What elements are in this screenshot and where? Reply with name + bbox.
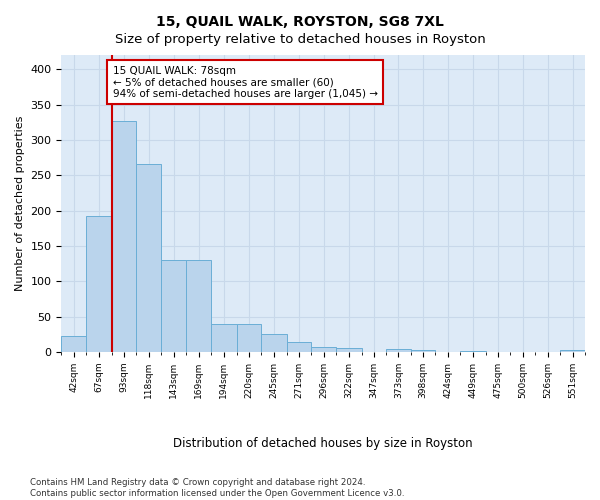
Bar — [136, 164, 161, 352]
Text: Size of property relative to detached houses in Royston: Size of property relative to detached ho… — [115, 32, 485, 46]
Text: Contains HM Land Registry data © Crown copyright and database right 2024.
Contai: Contains HM Land Registry data © Crown c… — [30, 478, 404, 498]
X-axis label: Distribution of detached houses by size in Royston: Distribution of detached houses by size … — [173, 437, 473, 450]
Bar — [336, 348, 362, 352]
Bar — [86, 216, 112, 352]
Bar — [161, 260, 187, 352]
Bar — [211, 324, 236, 352]
Text: 15, QUAIL WALK, ROYSTON, SG8 7XL: 15, QUAIL WALK, ROYSTON, SG8 7XL — [156, 15, 444, 29]
Bar — [411, 350, 436, 352]
Bar — [112, 121, 136, 352]
Bar — [560, 350, 585, 352]
Bar — [236, 324, 261, 352]
Y-axis label: Number of detached properties: Number of detached properties — [15, 116, 25, 291]
Bar — [386, 349, 411, 352]
Bar — [187, 260, 211, 352]
Bar — [460, 350, 485, 352]
Bar — [61, 336, 86, 352]
Text: 15 QUAIL WALK: 78sqm
← 5% of detached houses are smaller (60)
94% of semi-detach: 15 QUAIL WALK: 78sqm ← 5% of detached ho… — [113, 66, 377, 99]
Bar — [287, 342, 311, 352]
Bar — [261, 334, 287, 352]
Bar — [311, 347, 336, 352]
